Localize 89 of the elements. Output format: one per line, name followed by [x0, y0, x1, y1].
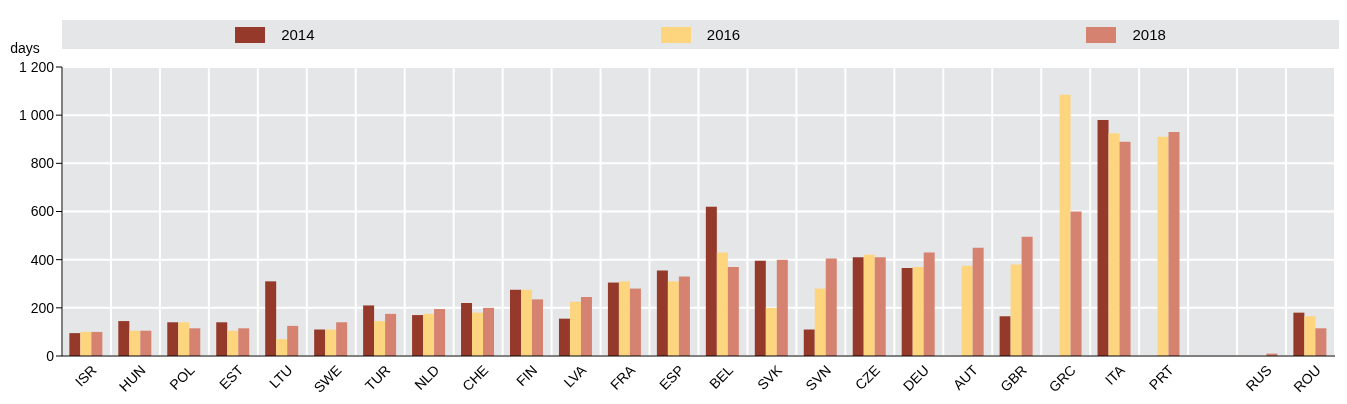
bar [483, 307, 495, 356]
x-tick-label: ITA [1101, 361, 1129, 388]
bar [1119, 141, 1131, 356]
bar [69, 333, 81, 356]
bar [961, 265, 973, 356]
bar [1293, 312, 1305, 356]
bar [972, 247, 984, 356]
bar [558, 318, 570, 356]
bar [314, 329, 326, 356]
bar [238, 328, 250, 356]
bar [227, 330, 239, 356]
bar [412, 315, 424, 356]
y-tick-label: 200 [30, 299, 55, 316]
bar [1157, 136, 1169, 356]
bar [461, 303, 473, 356]
legend-label: 2016 [706, 26, 741, 43]
y-tick-label: 400 [30, 251, 55, 268]
bar [1097, 119, 1109, 356]
bar [705, 206, 717, 356]
bar [912, 266, 924, 356]
bar [1108, 133, 1120, 356]
bar [814, 288, 826, 356]
bar [532, 299, 543, 356]
bar [1168, 132, 1180, 356]
bar [678, 276, 690, 356]
bar [776, 259, 788, 356]
bar [374, 321, 386, 356]
bar [667, 281, 679, 356]
bar [129, 330, 141, 356]
x-tick-label: LVA [560, 361, 590, 391]
bar [825, 258, 837, 356]
y-tick-label: 1 000 [18, 107, 55, 124]
bar [140, 330, 152, 356]
bar [385, 313, 397, 356]
x-tick-label: FRA [607, 361, 639, 393]
bar [363, 305, 375, 356]
bar [607, 282, 619, 356]
x-tick-label: TUR [361, 361, 394, 394]
bar [434, 309, 446, 356]
bar [178, 322, 190, 356]
y-tick-label: 1 200 [18, 58, 55, 75]
x-tick-label: POL [166, 361, 198, 393]
bar [287, 325, 299, 356]
bar [423, 313, 435, 356]
bar [189, 328, 201, 356]
bar [216, 322, 228, 356]
y-tick-label: 0 [46, 347, 55, 364]
bar [569, 301, 581, 356]
x-tick-label: ISR [71, 361, 100, 390]
bar [1315, 328, 1327, 356]
bar [472, 312, 484, 356]
bar [91, 331, 103, 356]
bar [1010, 264, 1022, 356]
bar [803, 329, 815, 356]
bar [276, 339, 288, 356]
bar [521, 289, 532, 356]
bar [1304, 316, 1316, 356]
bar [336, 322, 348, 356]
bar [118, 321, 130, 356]
x-tick-label: LTU [266, 361, 296, 392]
y-tick-label: 800 [30, 155, 55, 172]
bar [325, 329, 337, 356]
bar [265, 281, 277, 356]
bar [1059, 94, 1071, 356]
legend-label: 2014 [281, 26, 315, 43]
bar [874, 257, 886, 356]
bar [754, 260, 766, 356]
y-tick-label: 600 [30, 203, 55, 220]
bar [580, 297, 592, 356]
bar [863, 254, 875, 356]
bar [656, 270, 668, 356]
bar [80, 331, 92, 356]
bar [852, 257, 864, 356]
bar [167, 322, 179, 356]
bar [1070, 211, 1082, 356]
bar [901, 268, 913, 356]
bar [1021, 236, 1033, 356]
bar [716, 252, 728, 356]
x-tick-label: BEL [706, 361, 737, 392]
bar [510, 289, 521, 356]
bar [618, 281, 630, 356]
bar [727, 266, 739, 356]
bar [629, 288, 641, 356]
y-axis-title: days [10, 40, 40, 56]
legend-label: 2018 [1132, 26, 1166, 43]
bar [923, 252, 935, 356]
bar [765, 307, 777, 356]
x-tick-label: FIN [513, 361, 541, 390]
bar [999, 316, 1011, 356]
